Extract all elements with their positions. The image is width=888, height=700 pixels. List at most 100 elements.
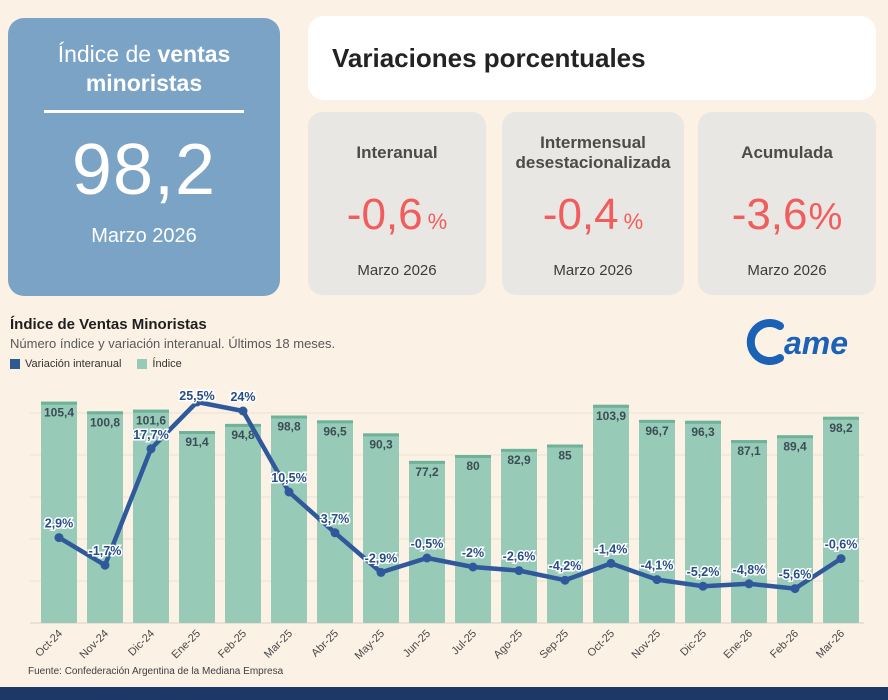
index-bar-cap [547, 444, 583, 448]
bar-value-label: 87,1 [737, 444, 761, 458]
variation-line [56, 399, 844, 591]
line-value-label: -2,9% [365, 551, 398, 565]
came-logo: ame [746, 319, 848, 365]
percent-unit: % [623, 209, 644, 234]
line-value-label: 17,7% [133, 428, 168, 442]
index-bar-cap [823, 416, 859, 420]
line-value-label: 3,7% [321, 512, 350, 526]
index-bar-cap [639, 419, 675, 423]
line-marker [514, 566, 524, 576]
bar-value-label: 90,3 [369, 437, 393, 451]
index-bar [685, 420, 721, 623]
variation-card-acumulada: Acumulada -3,6% Marzo 2026 [698, 112, 876, 295]
x-axis-label: Jul-25 [449, 628, 479, 658]
index-bar [41, 401, 77, 623]
x-axis-label: Abr-25 [309, 628, 341, 660]
index-bar [317, 420, 353, 623]
line-marker [836, 554, 846, 564]
index-bar-cap [87, 411, 123, 415]
came-logo-text: ame [784, 325, 848, 361]
bar-value-label: 94,8 [231, 428, 255, 442]
line-marker [238, 406, 248, 416]
index-bar-cap [317, 420, 353, 424]
index-bar [731, 440, 767, 623]
index-bar [593, 404, 629, 623]
line-value-label: -5,2% [687, 565, 720, 579]
line-marker [100, 560, 110, 570]
x-axis-label: Ene-26 [722, 628, 756, 662]
source-note: Fuente: Confederación Argentina de la Me… [28, 666, 284, 677]
index-bar-cap [409, 460, 445, 464]
bar-value-label: 96,7 [645, 424, 669, 438]
percent-unit: % [808, 196, 843, 238]
index-bar [777, 435, 813, 623]
line-value-label: -4,1% [641, 559, 674, 573]
line-marker [192, 397, 202, 407]
variation-period: Marzo 2026 [357, 262, 437, 279]
bar-value-label: 82,9 [507, 453, 531, 467]
retail-index-chart: 105,4 100,8 101,6 91,4 94,8 98,8 96,5 90,3 77,2 8… [30, 388, 864, 662]
variation-period: Marzo 2026 [553, 262, 633, 279]
line-value-label: -1,4% [595, 542, 628, 556]
index-bar-cap [455, 455, 491, 458]
variations-heading-card: Variaciones porcentuales [308, 16, 876, 100]
variation-label: Interanual [356, 142, 438, 162]
x-axis-label: Ene-25 [170, 628, 204, 662]
came-logo-c-icon [746, 319, 784, 365]
index-bar [409, 460, 445, 623]
index-bar-cap [501, 448, 537, 452]
variation-number: -0,6 [346, 190, 423, 239]
index-bar [271, 415, 307, 623]
chart-subtitle: Número índice y variación interanual. Úl… [10, 336, 336, 351]
bar-value-label: 100,8 [90, 415, 120, 429]
index-bar-cap [225, 423, 261, 427]
x-axis-label: Sep-25 [538, 628, 572, 662]
line-marker [744, 579, 754, 589]
variation-value: -3,6% [732, 190, 843, 240]
index-bar [455, 455, 491, 623]
bar-value-label: 98,8 [277, 420, 301, 434]
bar-value-label: 89,4 [783, 439, 807, 453]
bottom-accent-bar [0, 687, 888, 700]
variation-label: Intermensual desestacionalizada [515, 132, 671, 172]
index-bar [179, 431, 215, 623]
index-bar-cap [685, 420, 721, 424]
line-marker [146, 444, 156, 454]
legend-label: Índice [152, 358, 182, 370]
line-value-label: -0,5% [411, 537, 444, 551]
line-marker [284, 487, 294, 497]
bar-value-label: 101,6 [136, 414, 166, 428]
x-axis-label: Mar-25 [262, 628, 295, 661]
index-bar [501, 448, 537, 623]
line-value-label: -4,2% [549, 559, 582, 573]
index-bar-cap [133, 409, 169, 413]
legend-label: Variación interanual [25, 358, 122, 370]
line-value-label: -5,6% [779, 568, 812, 582]
bar-value-label: 91,4 [185, 435, 209, 449]
index-bar [639, 419, 675, 623]
x-axis-label: Jun-25 [401, 628, 433, 660]
summary-title: Índice de ventas minoristas [8, 40, 280, 98]
index-bar-cap [777, 435, 813, 439]
chart-title: Índice de Ventas Minoristas [10, 316, 207, 333]
bar-value-label: 80 [466, 459, 480, 473]
summary-title-bold1: ventas [157, 41, 231, 67]
index-bar [547, 444, 583, 623]
x-axis-label: Nov-25 [630, 628, 664, 662]
line-marker [652, 575, 662, 585]
variation-number: -3,6 [731, 190, 808, 239]
index-bar [87, 411, 123, 623]
index-bar [225, 423, 261, 623]
title-underline [44, 109, 244, 113]
variation-card-intermensual: Intermensual desestacionalizada -0,4% Ma… [502, 112, 684, 295]
variation-period: Marzo 2026 [747, 262, 827, 279]
variation-number: -0,4 [542, 190, 619, 239]
index-bar-cap [593, 404, 629, 408]
bar-value-label: 103,9 [596, 409, 626, 423]
chart-legend: Variación interanual Índice [10, 358, 182, 370]
index-bar [133, 409, 169, 623]
line-value-label: 10,5% [271, 471, 306, 485]
line-value-label: 24% [230, 390, 255, 404]
line-marker [698, 581, 708, 591]
bar-value-label: 96,3 [691, 425, 715, 439]
